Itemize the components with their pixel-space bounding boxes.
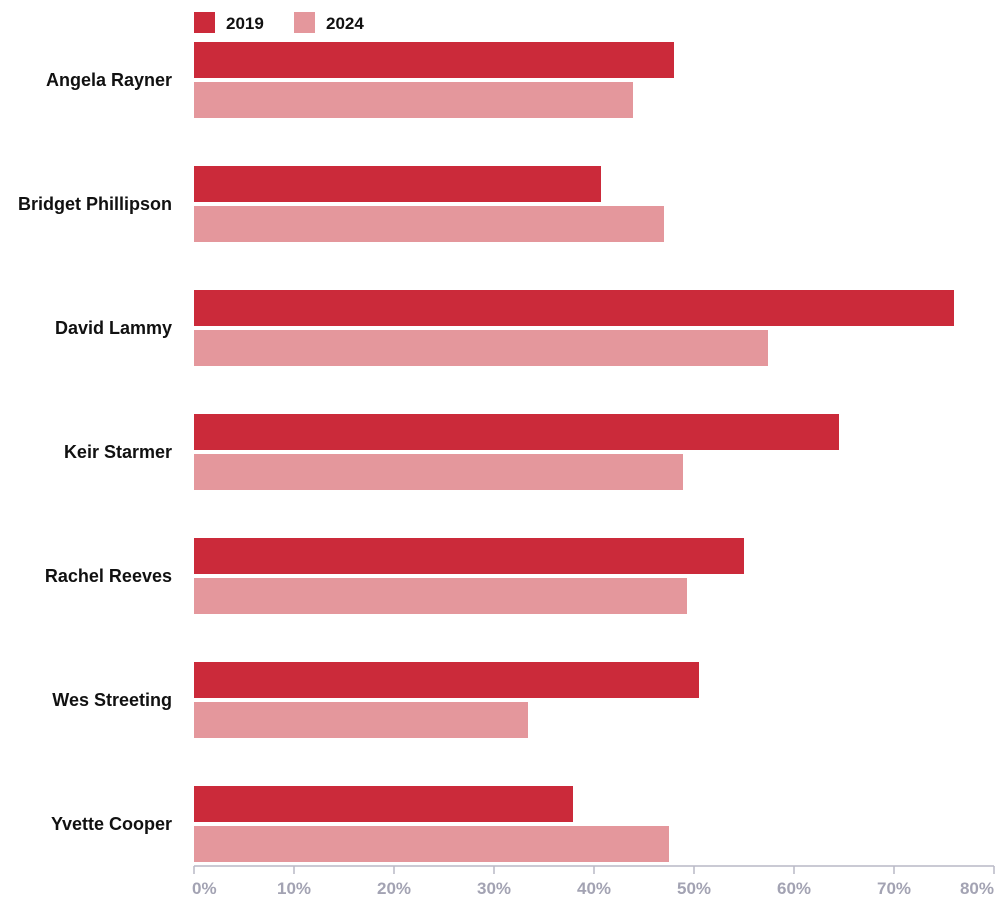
legend: 2019 2024	[194, 12, 364, 33]
x-tick-label: 10%	[277, 879, 311, 898]
legend-swatch-2024	[294, 12, 315, 33]
legend-label-2024: 2024	[326, 14, 364, 33]
bar-2024-angela-rayner	[194, 82, 633, 118]
category-label: Rachel Reeves	[45, 566, 172, 586]
bar-2024-wes-streeting	[194, 702, 528, 738]
legend-swatch-2019	[194, 12, 215, 33]
bar-2024-david-lammy	[194, 330, 768, 366]
bar-2024-rachel-reeves	[194, 578, 687, 614]
bar-2019-wes-streeting	[194, 662, 699, 698]
category-label: David Lammy	[55, 318, 172, 338]
x-axis: 0% 10% 20% 30% 40% 50% 60% 70% 80%	[192, 865, 995, 898]
x-tick-label: 20%	[377, 879, 411, 898]
bars-group	[194, 42, 954, 862]
bar-2019-bridget-phillipson	[194, 166, 601, 202]
x-tick-label: 40%	[577, 879, 611, 898]
bar-2019-yvette-cooper	[194, 786, 573, 822]
bar-2024-bridget-phillipson	[194, 206, 664, 242]
x-tick-label: 50%	[677, 879, 711, 898]
bar-2024-yvette-cooper	[194, 826, 669, 862]
category-label: Angela Rayner	[46, 70, 172, 90]
category-label: Yvette Cooper	[51, 814, 172, 834]
bar-2019-keir-starmer	[194, 414, 839, 450]
bar-2019-david-lammy	[194, 290, 954, 326]
bar-2024-keir-starmer	[194, 454, 683, 490]
bar-2019-rachel-reeves	[194, 538, 744, 574]
category-label: Wes Streeting	[52, 690, 172, 710]
bar-2019-angela-rayner	[194, 42, 674, 78]
category-labels: Angela Rayner Bridget Phillipson David Lam…	[18, 70, 172, 834]
x-tick-label: 0%	[192, 879, 217, 898]
x-tick-label: 70%	[877, 879, 911, 898]
category-label: Bridget Phillipson	[18, 194, 172, 214]
legend-label-2019: 2019	[226, 14, 264, 33]
x-tick-label: 80%	[960, 879, 994, 898]
category-label: Keir Starmer	[64, 442, 172, 462]
x-tick-label: 30%	[477, 879, 511, 898]
x-tick-label: 60%	[777, 879, 811, 898]
